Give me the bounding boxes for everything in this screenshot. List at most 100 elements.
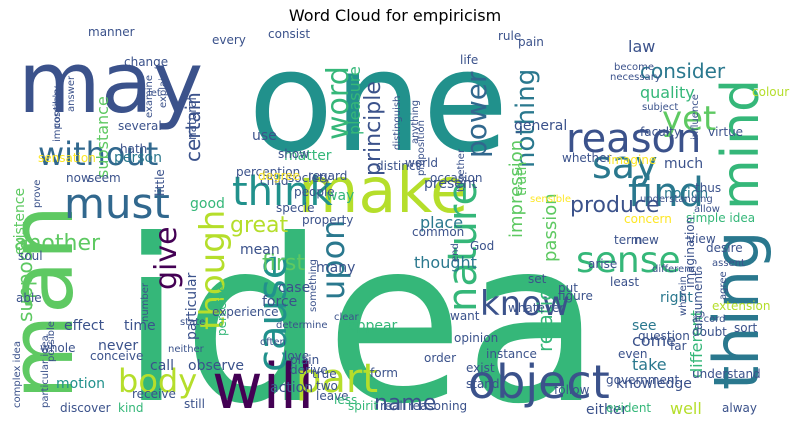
word-matter: matter (284, 148, 332, 164)
word-show: show (278, 147, 309, 161)
word-man: man (0, 205, 93, 400)
word-word: word (321, 66, 356, 140)
word-god: God (470, 239, 494, 253)
word-consider: consider (640, 59, 726, 83)
word-find: find (628, 170, 704, 216)
word-whatever: whatever (508, 301, 564, 315)
word-principle: principle (361, 81, 386, 176)
word-idea: idea (120, 192, 602, 427)
word-impossible: impossible (52, 89, 63, 142)
word-figure: figure (558, 289, 593, 303)
word-substance: substance (93, 96, 112, 178)
word-together: together (456, 148, 467, 192)
word-experience: experience (212, 305, 279, 319)
word-government: government (606, 373, 679, 387)
word-thought: thought (414, 253, 477, 272)
word-object: object (468, 355, 610, 409)
word-new: new (634, 233, 659, 247)
word-right: right (660, 290, 693, 306)
word-much: much (664, 156, 703, 172)
word-desire: desire (706, 241, 743, 255)
word-name: name (374, 391, 436, 416)
word-without: without (38, 135, 158, 173)
word-sensation: sensation (38, 151, 96, 165)
word-common: common (412, 225, 464, 239)
word-first: first (262, 251, 305, 276)
word-prove: prove (32, 180, 43, 208)
word-question: question (638, 329, 690, 343)
word-force: force (262, 294, 297, 310)
word-instance: instance (486, 347, 537, 361)
word-nature: nature (440, 181, 486, 312)
word-necessary: necessary (610, 72, 661, 83)
word-great: great (230, 213, 289, 238)
word-one: one (248, 21, 509, 184)
word-upon: upon (314, 220, 352, 300)
word-conceive: conceive (90, 349, 143, 363)
word-reason: reason (566, 116, 701, 162)
word-call: call (150, 358, 174, 374)
word-argument: argument (691, 271, 705, 330)
word-real: real (380, 399, 403, 413)
word-appear: appear (348, 318, 398, 334)
word-receive: receive (132, 387, 176, 401)
word-sensible: sensible (530, 194, 571, 205)
word-rule: rule (498, 29, 521, 43)
word-certain: certain (181, 92, 205, 162)
word-plain: plain (290, 353, 319, 367)
word-number: number (140, 282, 151, 322)
word-simple-idea: simple idea (686, 211, 755, 225)
word-way: way (326, 188, 354, 204)
word-still: still (184, 397, 205, 411)
word-wherein: wherein (678, 276, 689, 316)
word-either: either (586, 402, 627, 418)
word-able: able (16, 291, 42, 305)
word-love: love (284, 349, 309, 363)
word-different: different (687, 310, 706, 378)
word-imagine: imagine (608, 153, 656, 167)
word-action: action (270, 380, 313, 396)
word-change: change (124, 55, 168, 69)
word-every: every (212, 33, 246, 47)
word-particular: particular (184, 272, 200, 340)
word-specie: specie (276, 201, 315, 215)
word-difference: difference (652, 264, 702, 275)
word-soul: soul (18, 249, 43, 263)
word-person: person (114, 150, 162, 166)
word-alway: alway (722, 401, 757, 415)
word-allow: allow (694, 204, 720, 215)
word-understanding: understanding (640, 194, 713, 205)
word-state: state (180, 317, 205, 328)
word-degree: degree (258, 169, 300, 183)
word-explain: explain (158, 72, 169, 108)
chart-title: Word Cloud for empiricism (288, 6, 502, 25)
word-clear: clear (334, 312, 360, 323)
word-stand: stand (466, 377, 500, 391)
word-quality: quality (640, 83, 695, 102)
word-form: form (370, 366, 398, 380)
word-less: less (334, 393, 357, 407)
word-power: power (460, 71, 493, 158)
word-part: part (296, 356, 378, 402)
word-know: know (480, 284, 570, 324)
word-yet: yet (662, 99, 716, 139)
word-exist: exist (466, 361, 495, 375)
word-sense: sense (576, 240, 681, 281)
word-suppose: suppose (13, 239, 37, 322)
word-seem: seem (88, 171, 121, 185)
word-perceive: perceive (215, 285, 229, 336)
word-time: time (124, 318, 156, 334)
word-agree: agree (718, 271, 729, 300)
word-two: two (316, 379, 338, 393)
word-use: use (252, 128, 277, 144)
word-particular-idea: particular idea (40, 335, 51, 408)
word-child: child (260, 174, 289, 188)
word-opinion: opinion (454, 331, 498, 345)
word-knowledge: knowledge (616, 376, 692, 392)
word-consist: consist (268, 27, 310, 41)
word-neither: neither (168, 344, 205, 355)
word-mind: mind (711, 79, 771, 210)
word-faculty: faculty (640, 125, 681, 139)
word-impression: impression (506, 140, 527, 238)
